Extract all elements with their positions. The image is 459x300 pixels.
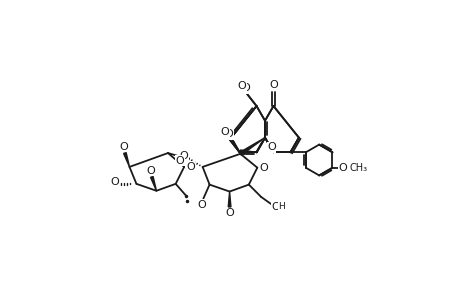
Text: O: O: [119, 142, 128, 152]
Text: O: O: [110, 177, 119, 187]
Polygon shape: [240, 150, 256, 153]
Text: O: O: [267, 142, 275, 152]
Text: O: O: [179, 151, 188, 161]
Text: O: O: [197, 200, 206, 210]
Text: O: O: [271, 202, 280, 212]
Polygon shape: [123, 153, 129, 167]
Polygon shape: [239, 138, 264, 155]
Text: O: O: [224, 129, 233, 139]
Text: O: O: [269, 80, 277, 91]
Polygon shape: [150, 176, 156, 191]
Text: O: O: [337, 163, 346, 173]
Text: O: O: [175, 156, 184, 166]
Text: O: O: [225, 208, 234, 218]
Text: H: H: [278, 202, 285, 211]
Text: O: O: [241, 83, 250, 93]
Text: O: O: [185, 162, 194, 172]
Text: O: O: [220, 127, 229, 137]
Text: O: O: [237, 81, 246, 91]
Polygon shape: [228, 191, 230, 207]
Text: CH₃: CH₃: [349, 163, 367, 173]
Text: O: O: [146, 166, 154, 176]
Polygon shape: [240, 138, 264, 154]
Text: O: O: [258, 163, 267, 173]
